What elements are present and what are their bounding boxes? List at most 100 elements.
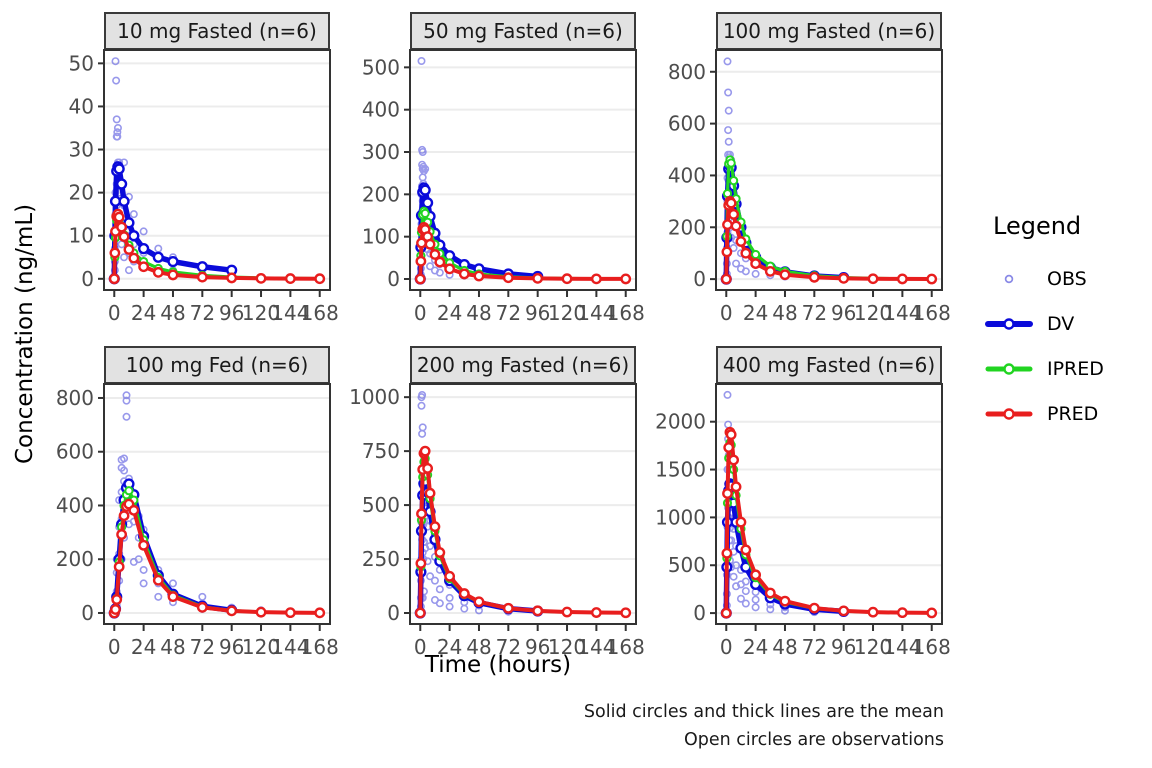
x-tick-label: 120 — [548, 301, 586, 325]
x-tick-label: 144 — [883, 301, 921, 325]
legend-item-pred: PRED — [985, 391, 1150, 436]
y-tick-label: 200 — [362, 182, 400, 206]
x-tick-label: 48 — [772, 635, 797, 659]
y-tick-label: 800 — [56, 386, 94, 410]
x-tick-label: 24 — [437, 301, 462, 325]
x-tick-label: 120 — [854, 635, 892, 659]
panel-border — [103, 383, 331, 625]
x-tick-label: 72 — [496, 301, 521, 325]
x-tick-label: 120 — [242, 301, 280, 325]
y-tick-label: 0 — [81, 267, 94, 291]
strip-title: 50 mg Fasted (n=6) — [423, 19, 623, 43]
legend-label: OBS — [1047, 267, 1087, 290]
x-tick-label: 168 — [913, 301, 951, 325]
panel-border — [409, 383, 637, 625]
y-axis-title: Concentration (ng/mL) — [12, 203, 38, 465]
x-tick-label: 72 — [802, 635, 827, 659]
y-tick-label: 2000 — [655, 410, 706, 434]
y-tick-label: 600 — [56, 440, 94, 464]
facet-200mg-fasted: 200 mg Fasted (n=6) 0 250 500 750 1000 0 24 48 7… — [349, 346, 645, 670]
pred-mean-line — [414, 221, 632, 285]
legend-items: OBS DV IPRED PRED — [985, 256, 1150, 436]
pred-mean-line — [108, 208, 326, 285]
x-tick-label: 24 — [743, 301, 768, 325]
legend-key-pred-icon — [985, 407, 1033, 420]
x-tick-label: 0 — [414, 635, 427, 659]
dv-mean-line — [414, 182, 544, 285]
legend-title: Legend — [993, 212, 1082, 240]
legend-label: PRED — [1047, 402, 1099, 425]
ipred-mean-line — [415, 454, 631, 618]
y-tick-label: 20 — [69, 181, 94, 205]
facet-100mg-fed: 100 mg Fed (n=6) 0 200 400 600 800 0 24 48 72 96 1… — [52, 346, 339, 670]
x-tick-label: 48 — [160, 301, 185, 325]
ipred-mean-line — [109, 486, 325, 618]
y-tick-label: 30 — [69, 138, 94, 162]
x-tick-label: 72 — [190, 301, 215, 325]
facet-10mg-fasted: 10 mg Fasted (n=6) 0 10 20 30 40 50 0 24 48 72 96 1… — [52, 12, 339, 336]
y-tick-label: 200 — [668, 215, 706, 239]
facet-strip: 200 mg Fasted (n=6) — [410, 346, 636, 384]
legend-label: DV — [1047, 312, 1075, 335]
pred-mean-line — [720, 195, 938, 285]
y-tick-label: 10 — [69, 224, 94, 248]
facet-strip: 100 mg Fed (n=6) — [104, 346, 330, 384]
x-axis-title: Time (hours) — [424, 652, 572, 678]
x-tick-label: 72 — [190, 635, 215, 659]
y-tick-label: 750 — [362, 439, 400, 463]
x-tick-label: 0 — [108, 301, 121, 325]
y-tick-label: 500 — [668, 553, 706, 577]
x-tick-label: 48 — [466, 301, 491, 325]
x-tick-label: 144 — [883, 635, 921, 659]
legend-key-ipred-icon — [985, 362, 1033, 375]
x-tick-label: 48 — [772, 301, 797, 325]
x-tick-label: 24 — [131, 635, 156, 659]
x-tick-label: 96 — [525, 301, 550, 325]
x-tick-label: 120 — [854, 301, 892, 325]
obs-points — [416, 391, 542, 617]
y-tick-label: 800 — [668, 60, 706, 84]
x-tick-label: 168 — [301, 301, 339, 325]
y-tick-label: 400 — [56, 493, 94, 517]
y-tick-label: 0 — [693, 601, 706, 625]
y-tick-label: 250 — [362, 547, 400, 571]
x-tick-label: 72 — [802, 301, 827, 325]
y-tick-label: 50 — [69, 51, 94, 75]
x-tick-label: 24 — [131, 301, 156, 325]
x-tick-label: 48 — [466, 635, 491, 659]
facet-strip: 100 mg Fasted (n=6) — [716, 12, 942, 50]
legend-label: IPRED — [1047, 357, 1104, 380]
strip-title: 400 mg Fasted (n=6) — [722, 353, 936, 377]
caption: Solid circles and thick lines are the me… — [584, 698, 944, 754]
facet-grid: 10 mg Fasted (n=6) 0 10 20 30 40 50 0 24 48 72 96 1… — [52, 12, 951, 670]
x-tick-label: 168 — [607, 635, 645, 659]
y-tick-label: 0 — [693, 267, 706, 291]
legend-item-ipred: IPRED — [985, 346, 1150, 391]
x-tick-label: 168 — [301, 635, 339, 659]
y-tick-label: 0 — [387, 267, 400, 291]
panel-border — [715, 383, 943, 625]
facet-strip: 400 mg Fasted (n=6) — [716, 346, 942, 384]
facet-400mg-fasted: 400 mg Fasted (n=6) 0 500 1000 1500 2000 0 24 4… — [655, 346, 951, 670]
dv-mean-line — [108, 161, 238, 285]
y-tick-label: 500 — [362, 493, 400, 517]
legend-item-dv: DV — [985, 301, 1150, 346]
x-tick-label: 168 — [913, 635, 951, 659]
y-tick-label: 600 — [668, 112, 706, 136]
y-tick-label: 0 — [387, 601, 400, 625]
y-tick-label: 300 — [362, 140, 400, 164]
strip-title: 200 mg Fasted (n=6) — [416, 353, 630, 377]
y-tick-label: 0 — [81, 601, 94, 625]
y-tick-label: 1500 — [655, 458, 706, 482]
y-tick-label: 400 — [362, 98, 400, 122]
x-tick-label: 144 — [577, 301, 615, 325]
x-tick-label: 144 — [577, 635, 615, 659]
y-tick-label: 1000 — [655, 505, 706, 529]
strip-title: 100 mg Fasted (n=6) — [722, 19, 936, 43]
y-tick-label: 100 — [362, 225, 400, 249]
